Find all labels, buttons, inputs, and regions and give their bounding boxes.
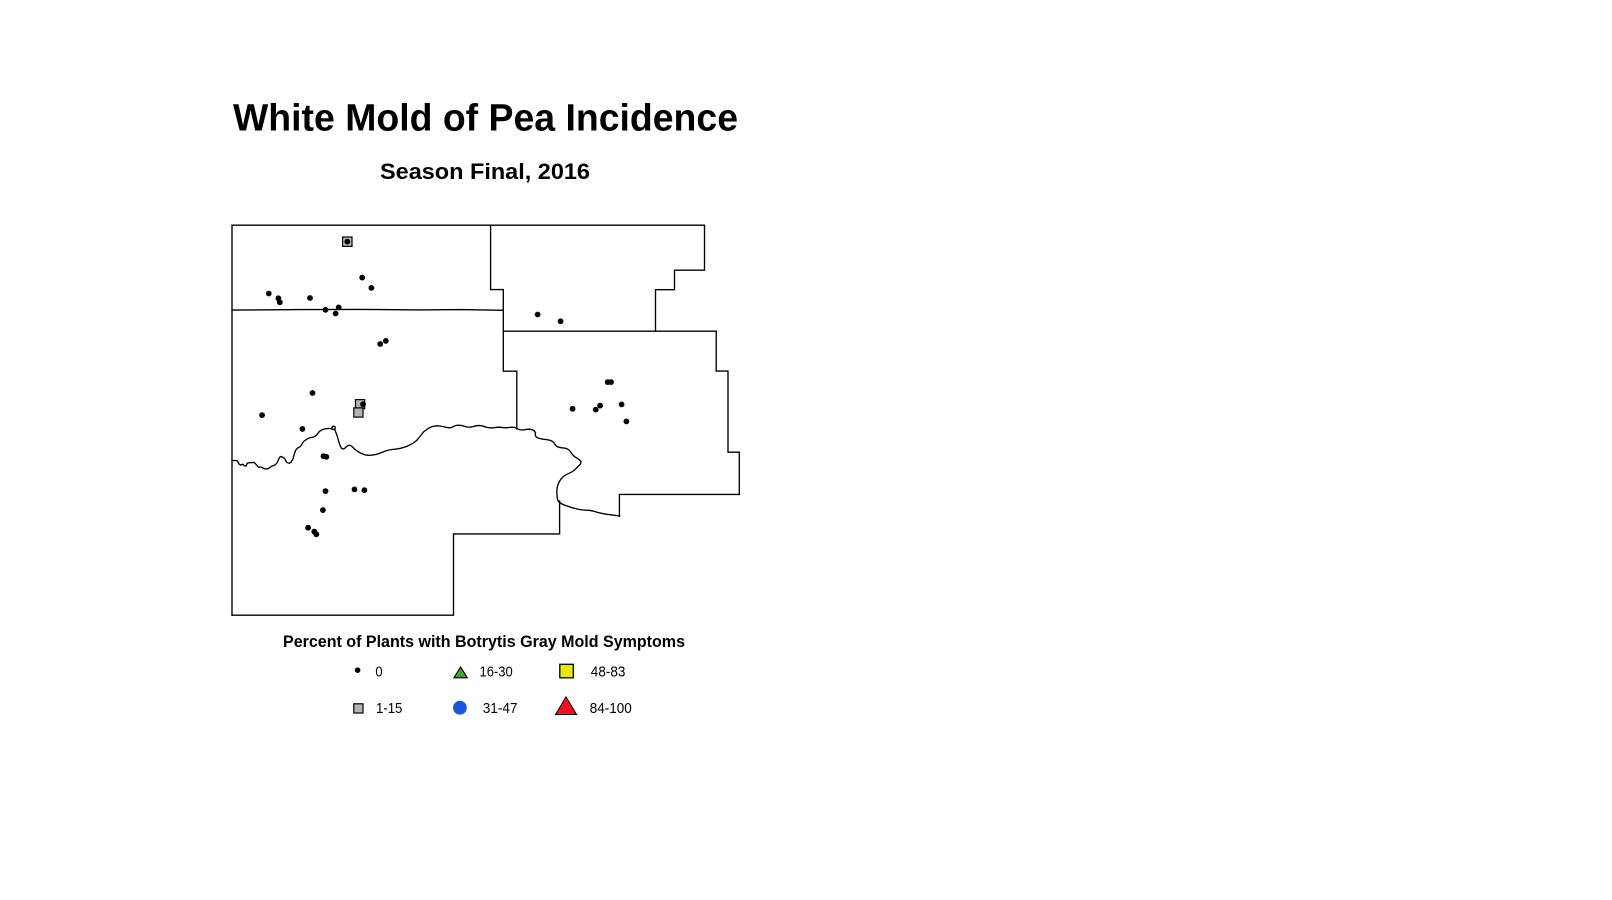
svg-text:16-30: 16-30 xyxy=(480,664,513,680)
svg-text:31-47: 31-47 xyxy=(483,701,518,717)
svg-text:48-83: 48-83 xyxy=(591,664,626,680)
svg-text:Percent of Plants with Botryti: Percent of Plants with Botrytis Gray Mol… xyxy=(283,632,685,651)
svg-text:1-15: 1-15 xyxy=(376,701,402,717)
svg-text:White Mold of Pea Incidence: White Mold of Pea Incidence xyxy=(233,97,738,139)
svg-text:84-100: 84-100 xyxy=(590,701,632,717)
svg-text:Season Final, 2016: Season Final, 2016 xyxy=(380,159,590,184)
svg-text:0: 0 xyxy=(375,664,382,680)
